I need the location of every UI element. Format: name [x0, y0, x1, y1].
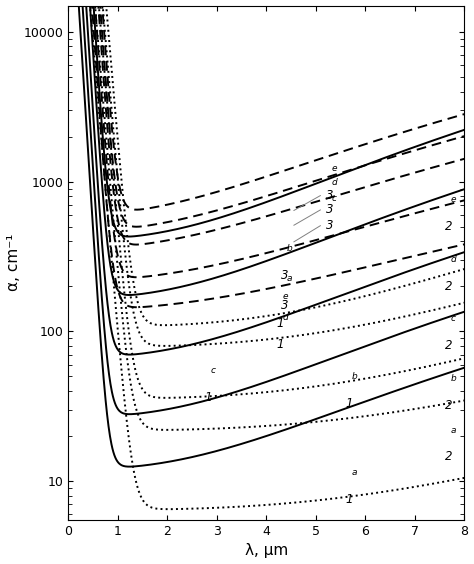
Text: 2: 2 [445, 399, 452, 412]
Text: a: a [287, 275, 292, 284]
Text: d: d [332, 178, 337, 187]
Text: c: c [210, 367, 215, 376]
Text: 1: 1 [204, 391, 212, 404]
Text: 3: 3 [326, 203, 333, 216]
Text: 1: 1 [276, 338, 283, 351]
Text: c: c [332, 194, 337, 203]
Text: 3: 3 [326, 219, 333, 232]
Text: 3: 3 [281, 270, 289, 283]
Text: 2: 2 [445, 280, 452, 293]
Text: 2: 2 [445, 221, 452, 233]
Text: 1: 1 [276, 317, 283, 330]
Text: e: e [332, 164, 337, 173]
Text: e: e [451, 195, 456, 204]
X-axis label: λ, μm: λ, μm [245, 544, 288, 558]
Text: a: a [352, 469, 357, 477]
Text: d: d [451, 255, 456, 264]
Text: b: b [451, 374, 456, 383]
Y-axis label: α, cm⁻¹: α, cm⁻¹ [6, 234, 20, 292]
Text: b: b [352, 372, 357, 381]
Text: e: e [282, 292, 288, 301]
Text: 1: 1 [346, 397, 353, 410]
Text: 2: 2 [445, 451, 452, 464]
Text: 3: 3 [281, 299, 289, 312]
Text: 2: 2 [445, 340, 452, 352]
Text: c: c [451, 315, 456, 324]
Text: d: d [282, 313, 288, 322]
Text: 3: 3 [326, 189, 333, 202]
Text: 1: 1 [346, 494, 353, 506]
Text: b: b [287, 244, 293, 253]
Text: a: a [451, 425, 456, 434]
